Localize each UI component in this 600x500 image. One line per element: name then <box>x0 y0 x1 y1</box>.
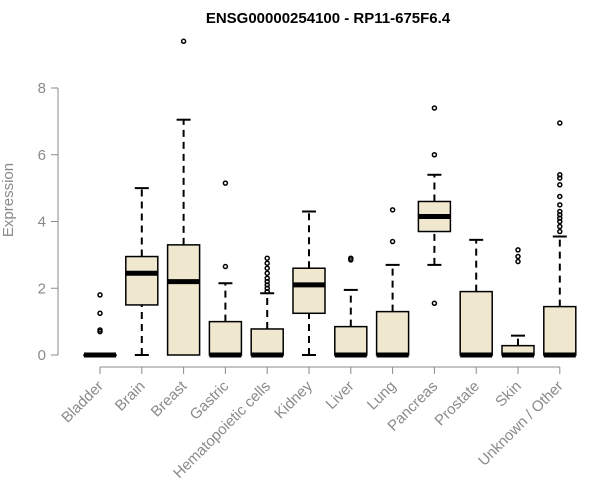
x-tick-label: Brain <box>112 378 149 415</box>
outlier-point <box>222 263 229 270</box>
outlier-point <box>557 172 563 178</box>
outlier-point <box>557 193 563 200</box>
box <box>292 267 326 315</box>
outlier-point <box>389 207 396 213</box>
x-tick-label: Kidney <box>271 377 316 422</box>
box <box>250 328 284 356</box>
outlier-point <box>264 265 270 271</box>
outlier-point <box>264 255 270 261</box>
outlier-point <box>97 310 103 317</box>
box <box>543 305 577 356</box>
outlier-point <box>557 182 563 188</box>
y-tick-label: 8 <box>38 80 46 97</box>
outlier-point <box>515 247 521 253</box>
outlier-point <box>348 255 354 261</box>
x-tick-label: Breast <box>148 377 191 420</box>
outlier-point <box>264 270 270 276</box>
outlier-point <box>180 38 187 45</box>
y-tick-label: 6 <box>38 147 46 164</box>
box <box>208 320 243 356</box>
chart-title: ENSG00000254100 - RP11-675F6.4 <box>206 10 451 27</box>
y-tick-label: 4 <box>38 214 46 231</box>
box <box>459 290 493 356</box>
outlier-point <box>389 238 396 245</box>
y-axis-label: Expression <box>0 163 17 237</box>
outlier-point <box>431 105 438 111</box>
y-tick-label: 0 <box>38 347 46 364</box>
outlier-point <box>557 228 563 235</box>
outlier-point <box>557 120 563 126</box>
outlier-point <box>515 253 521 260</box>
box <box>334 325 368 356</box>
box <box>375 310 410 356</box>
x-tick-label: Prostate <box>431 378 483 430</box>
box <box>125 255 159 306</box>
outlier-point <box>557 202 563 208</box>
y-tick-label: 2 <box>38 280 46 297</box>
outlier-point <box>97 292 103 298</box>
outlier-point <box>264 275 270 281</box>
outlier-point <box>431 300 438 307</box>
x-tick-label: Liver <box>323 378 358 413</box>
outlier-point <box>222 180 229 186</box>
box <box>166 244 201 356</box>
outlier-point <box>431 152 438 158</box>
x-tick-label: Bladder <box>58 378 107 427</box>
outlier-point <box>557 208 563 215</box>
outlier-point <box>557 223 563 230</box>
x-tick-label: Skin <box>492 378 525 411</box>
x-tick-label: Lung <box>364 378 400 414</box>
outlier-point <box>515 258 521 265</box>
outlier-point <box>97 327 103 333</box>
outlier-point <box>264 260 270 266</box>
